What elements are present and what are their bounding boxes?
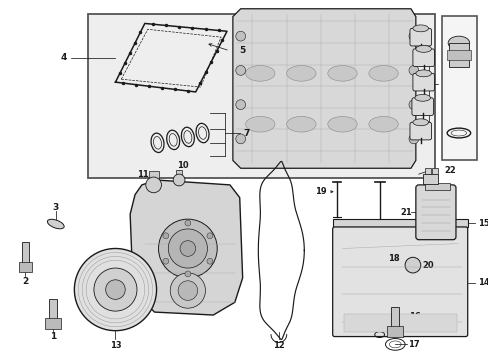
- Bar: [88, 14, 434, 178]
- Bar: [176, 170, 182, 180]
- Bar: [49, 300, 57, 319]
- Bar: [344, 314, 456, 332]
- FancyBboxPatch shape: [409, 28, 430, 46]
- Ellipse shape: [327, 66, 356, 81]
- Text: 10: 10: [177, 161, 188, 170]
- Bar: [148, 171, 158, 185]
- Circle shape: [408, 31, 418, 41]
- Bar: [441, 15, 475, 161]
- Circle shape: [408, 66, 418, 75]
- Text: 12: 12: [272, 341, 284, 350]
- Ellipse shape: [414, 94, 429, 101]
- Text: 7: 7: [243, 129, 249, 138]
- Text: 11: 11: [137, 170, 148, 179]
- Circle shape: [170, 273, 205, 308]
- Text: 22: 22: [443, 166, 455, 175]
- Text: 15: 15: [477, 219, 488, 228]
- Bar: [424, 183, 449, 190]
- Circle shape: [206, 233, 212, 239]
- Ellipse shape: [368, 116, 397, 132]
- FancyBboxPatch shape: [412, 73, 433, 91]
- Text: 20: 20: [422, 261, 433, 270]
- Ellipse shape: [368, 66, 397, 81]
- Ellipse shape: [286, 66, 315, 81]
- Bar: [332, 219, 467, 227]
- FancyBboxPatch shape: [412, 49, 433, 67]
- Text: 5: 5: [239, 46, 245, 55]
- Text: 9: 9: [454, 87, 462, 97]
- FancyBboxPatch shape: [415, 185, 455, 240]
- Circle shape: [408, 100, 418, 109]
- Circle shape: [235, 134, 245, 144]
- Circle shape: [105, 280, 125, 300]
- Circle shape: [173, 174, 184, 186]
- Circle shape: [206, 258, 212, 264]
- Circle shape: [74, 248, 156, 331]
- Text: 4: 4: [61, 53, 67, 62]
- Text: 19: 19: [314, 187, 326, 196]
- Bar: [386, 326, 402, 337]
- Circle shape: [235, 31, 245, 41]
- Text: 3: 3: [53, 203, 59, 212]
- Circle shape: [184, 271, 190, 277]
- Circle shape: [404, 257, 420, 273]
- Text: 17: 17: [407, 340, 419, 349]
- Bar: [446, 50, 469, 60]
- Text: 2: 2: [22, 277, 28, 286]
- Ellipse shape: [412, 25, 427, 32]
- Ellipse shape: [245, 116, 274, 132]
- FancyBboxPatch shape: [332, 227, 467, 337]
- Circle shape: [145, 177, 161, 193]
- Text: 1: 1: [50, 332, 56, 341]
- Ellipse shape: [245, 66, 274, 81]
- Bar: [431, 168, 437, 174]
- Ellipse shape: [412, 119, 427, 126]
- Ellipse shape: [415, 45, 430, 52]
- Ellipse shape: [447, 36, 468, 50]
- Bar: [45, 318, 61, 329]
- Ellipse shape: [47, 219, 64, 229]
- Circle shape: [94, 268, 137, 311]
- Text: 18: 18: [387, 254, 398, 263]
- Circle shape: [235, 66, 245, 75]
- Polygon shape: [232, 9, 415, 168]
- Ellipse shape: [415, 70, 430, 77]
- Circle shape: [168, 229, 207, 268]
- Bar: [390, 307, 398, 327]
- Circle shape: [178, 281, 197, 300]
- Text: 14: 14: [477, 278, 488, 287]
- Text: 8: 8: [441, 140, 447, 149]
- Ellipse shape: [286, 116, 315, 132]
- Bar: [422, 174, 437, 184]
- Text: 16: 16: [408, 312, 420, 321]
- Circle shape: [184, 220, 190, 226]
- Circle shape: [158, 219, 217, 278]
- FancyBboxPatch shape: [409, 122, 430, 140]
- Ellipse shape: [327, 116, 356, 132]
- Text: 6: 6: [441, 80, 447, 89]
- Circle shape: [163, 258, 168, 264]
- Bar: [448, 43, 468, 67]
- Circle shape: [235, 100, 245, 109]
- Polygon shape: [130, 180, 242, 315]
- Circle shape: [180, 241, 195, 256]
- Text: 21: 21: [399, 208, 411, 217]
- Circle shape: [408, 134, 418, 144]
- Text: 13: 13: [109, 341, 121, 350]
- Bar: [424, 168, 429, 174]
- FancyBboxPatch shape: [411, 98, 432, 116]
- Circle shape: [163, 233, 168, 239]
- Bar: [19, 262, 32, 272]
- Bar: [21, 242, 29, 263]
